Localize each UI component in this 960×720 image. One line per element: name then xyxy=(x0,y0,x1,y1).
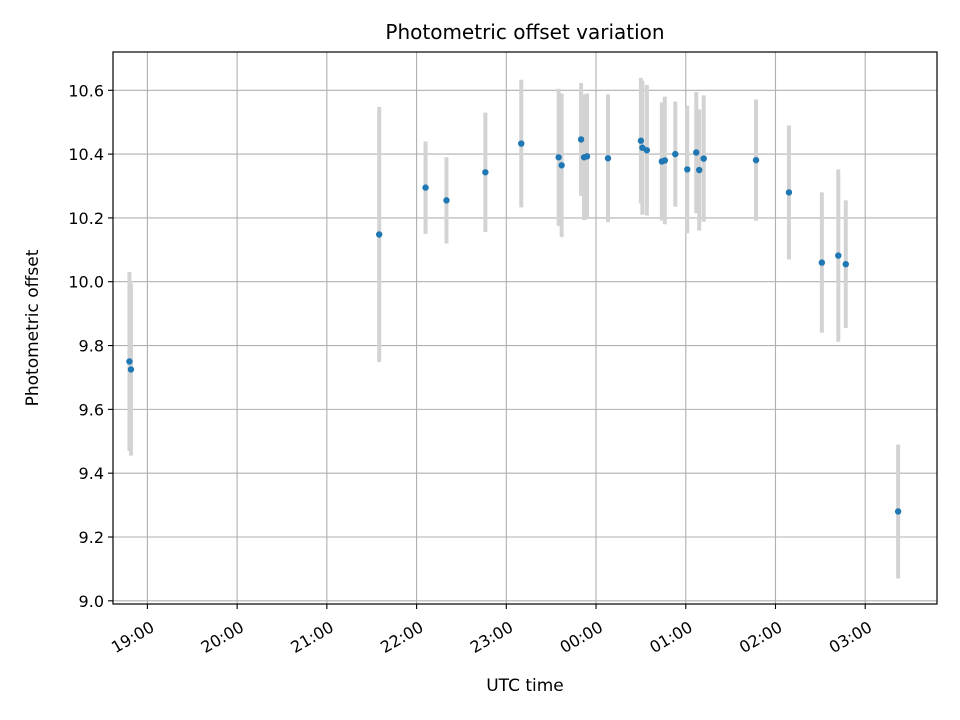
data-point xyxy=(693,149,700,156)
y-tick-label: 9.2 xyxy=(79,528,104,547)
data-point xyxy=(558,162,565,169)
data-point xyxy=(604,155,612,162)
data-point xyxy=(482,169,489,176)
data-point xyxy=(752,156,760,164)
y-tick-label: 9.0 xyxy=(79,592,104,611)
data-point xyxy=(894,508,902,515)
data-point xyxy=(643,147,651,154)
data-point xyxy=(127,366,135,373)
data-point xyxy=(818,259,826,266)
data-point xyxy=(422,184,429,191)
data-point xyxy=(672,150,679,158)
data-point xyxy=(126,358,133,365)
data-point xyxy=(443,197,450,204)
y-axis-ticks: 9.0 9.2 9.4 9.6 9.8 10.0 10.2 10.4 10.6 xyxy=(68,81,113,611)
y-tick-label: 9.4 xyxy=(79,464,104,483)
grid xyxy=(113,52,937,604)
data-point xyxy=(518,140,525,147)
plot-frame xyxy=(112,51,938,605)
data-point xyxy=(842,260,849,268)
data-point xyxy=(684,166,691,173)
data-point xyxy=(375,231,383,238)
data-point xyxy=(577,136,585,143)
data-point xyxy=(785,189,793,196)
data-point xyxy=(696,166,703,174)
data-point xyxy=(555,154,562,161)
y-tick-label: 10.0 xyxy=(68,273,104,292)
data-point xyxy=(583,153,591,160)
y-axis-label: Photometric offset xyxy=(23,249,43,406)
data-points xyxy=(126,136,902,515)
y-tick-label: 10.6 xyxy=(68,81,104,100)
data-point xyxy=(661,157,669,164)
data-point xyxy=(835,252,842,259)
chart-title: Photometric offset variation xyxy=(385,20,664,44)
y-tick-label: 10.2 xyxy=(68,209,104,228)
y-tick-label: 9.6 xyxy=(79,400,104,419)
y-tick-label: 9.8 xyxy=(79,337,104,356)
data-point xyxy=(637,137,645,144)
x-axis-label: UTC time xyxy=(486,676,564,696)
y-tick-label: 10.4 xyxy=(68,145,104,164)
data-point xyxy=(700,155,707,162)
